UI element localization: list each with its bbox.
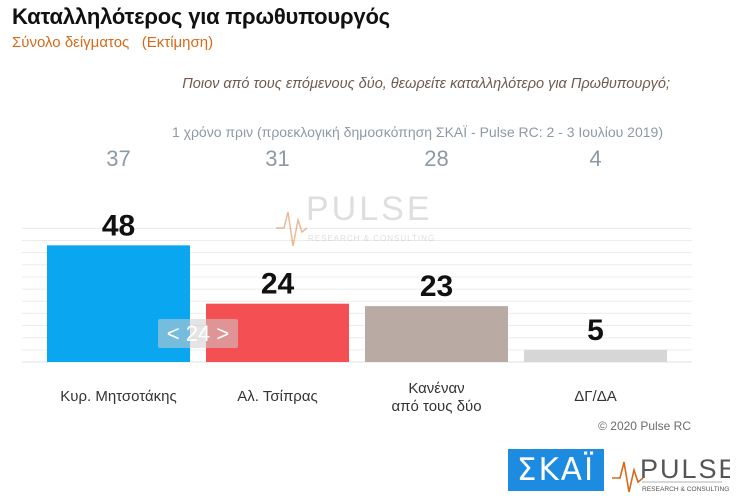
previous-value: 31 [265, 146, 289, 171]
bar-value-label: 24 [261, 268, 295, 301]
svg-text:RESEARCH & CONSULTING: RESEARCH & CONSULTING [642, 486, 729, 493]
category-label: Κανέναν [408, 380, 464, 397]
previous-value: 4 [589, 146, 601, 171]
chart-subtitle: Σύνολο δείγματος (Εκτίμηση) [12, 34, 214, 51]
category-label: ΔΓ/ΔΑ [574, 388, 616, 405]
previous-value: 28 [424, 146, 448, 171]
bar-value-label: 48 [102, 209, 135, 242]
bar-value-label: 5 [587, 314, 604, 347]
chart-title: Καταλληλότερος για πρωθυπουργός [12, 4, 390, 29]
survey-question: Ποιον από τους επόμενους δύο, θεωρείτε κ… [182, 76, 670, 92]
bar-value-label: 23 [420, 270, 453, 303]
category-label: από τους δύο [391, 398, 481, 415]
svg-text:PULSE: PULSE [306, 190, 433, 228]
pulse-logo: PULSE RESEARCH & CONSULTING [612, 454, 730, 493]
bar-4 [524, 349, 667, 362]
copyright-text: © 2020 Pulse RC [598, 419, 691, 433]
bar-value-labels: 48 24 23 5 [102, 209, 604, 346]
pulse-watermark: PULSE RESEARCH & CONSULTING [276, 190, 435, 247]
slide-pager[interactable]: < 24 > [158, 319, 238, 348]
svg-text:PULSE: PULSE [640, 454, 730, 484]
bar-3 [365, 306, 508, 362]
previous-value: 37 [106, 146, 130, 171]
previous-poll-note: 1 χρόνο πριν (προεκλογική δημοσκόπηση ΣΚ… [171, 124, 663, 140]
skai-logo: ΣΚΑΪ [508, 449, 604, 491]
category-label: Κυρ. Μητσοτάκης [60, 388, 176, 405]
svg-text:RESEARCH & CONSULTING: RESEARCH & CONSULTING [308, 234, 435, 243]
bars [47, 245, 667, 362]
category-label: Αλ. Τσίπρας [237, 388, 317, 405]
previous-values: 37 31 28 4 [106, 146, 601, 171]
